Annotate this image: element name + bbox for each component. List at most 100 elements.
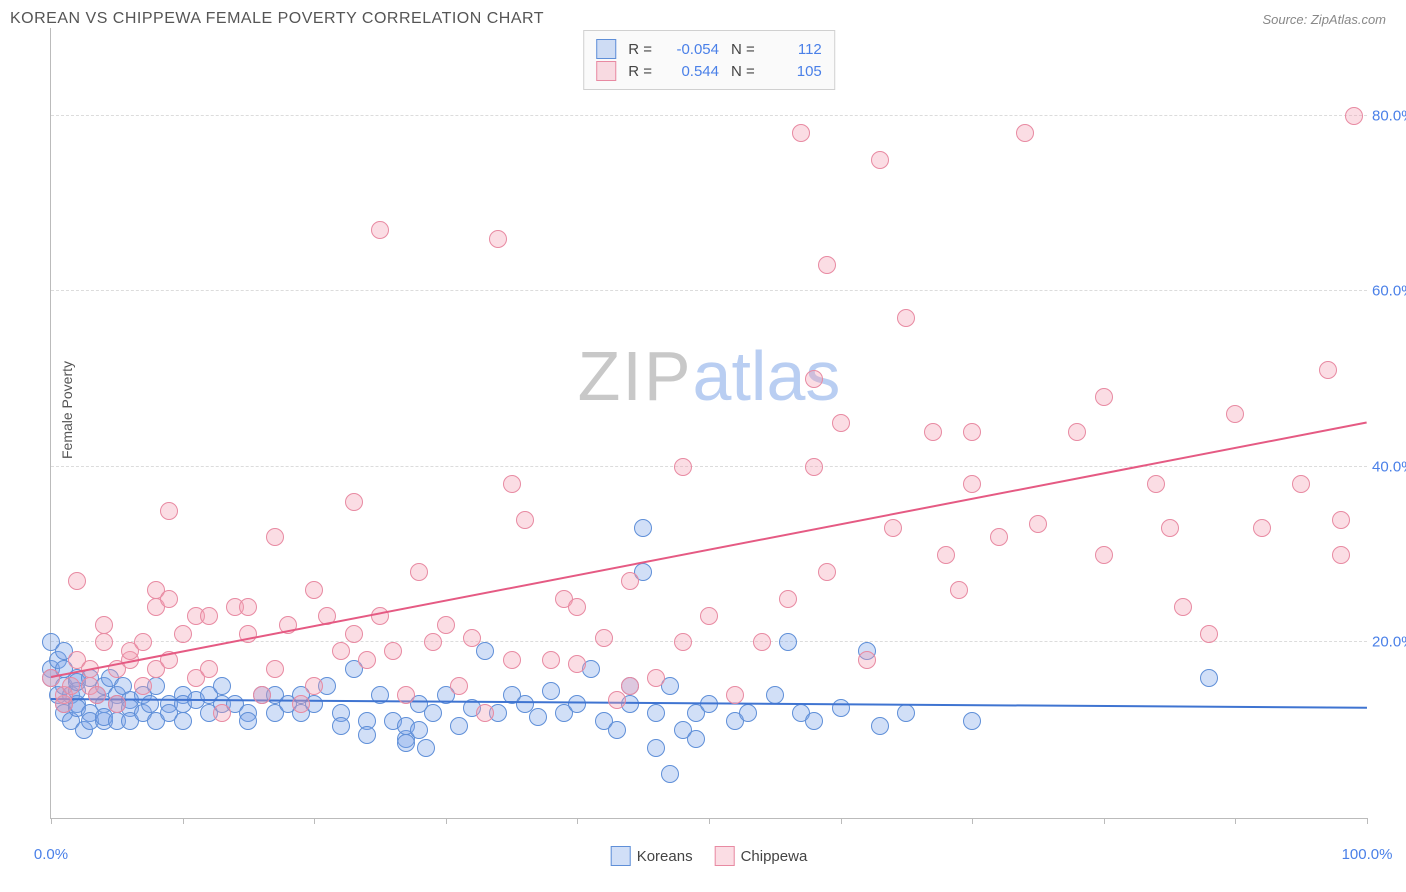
data-point	[634, 519, 652, 537]
data-point	[1332, 511, 1350, 529]
data-point	[1016, 124, 1034, 142]
data-point	[213, 704, 231, 722]
data-point	[174, 625, 192, 643]
data-point	[160, 502, 178, 520]
legend-item-koreans: Koreans	[611, 846, 693, 866]
x-tick	[314, 818, 315, 824]
data-point	[950, 581, 968, 599]
data-point	[516, 511, 534, 529]
data-point	[884, 519, 902, 537]
data-point	[358, 651, 376, 669]
data-point	[753, 633, 771, 651]
data-point	[1174, 598, 1192, 616]
gridline	[51, 290, 1367, 291]
y-tick-label: 20.0%	[1372, 634, 1406, 651]
data-point	[674, 458, 692, 476]
data-point	[1200, 669, 1218, 687]
x-tick	[972, 818, 973, 824]
scatter-chart: ZIPatlas R = -0.054 N = 112 R = 0.544 N …	[50, 28, 1367, 819]
data-point	[766, 686, 784, 704]
y-tick-label: 60.0%	[1372, 283, 1406, 300]
data-point	[858, 651, 876, 669]
data-point	[647, 669, 665, 687]
trend-line	[51, 421, 1367, 678]
x-tick	[709, 818, 710, 824]
data-point	[253, 686, 271, 704]
data-point	[332, 642, 350, 660]
data-point	[1332, 546, 1350, 564]
data-point	[200, 607, 218, 625]
data-point	[608, 721, 626, 739]
data-point	[818, 563, 836, 581]
x-tick	[1367, 818, 1368, 824]
data-point	[871, 717, 889, 735]
legend-label-koreans: Koreans	[637, 848, 693, 865]
data-point	[345, 493, 363, 511]
data-point	[897, 309, 915, 327]
data-point	[88, 686, 106, 704]
legend-row-koreans: R = -0.054 N = 112	[596, 39, 822, 59]
data-point	[410, 721, 428, 739]
data-point	[647, 739, 665, 757]
data-point	[305, 581, 323, 599]
data-point	[818, 256, 836, 274]
source-label: Source: ZipAtlas.com	[1262, 12, 1386, 27]
data-point	[1029, 515, 1047, 533]
swatch-chippewa-icon	[715, 846, 735, 866]
data-point	[1161, 519, 1179, 537]
data-point	[608, 691, 626, 709]
x-tick-label: 0.0%	[34, 846, 68, 863]
data-point	[266, 660, 284, 678]
data-point	[345, 625, 363, 643]
data-point	[1095, 546, 1113, 564]
correlation-legend: R = -0.054 N = 112 R = 0.544 N = 105	[583, 30, 835, 90]
data-point	[95, 633, 113, 651]
data-point	[437, 616, 455, 634]
data-point	[832, 699, 850, 717]
swatch-chippewa	[596, 61, 616, 81]
data-point	[476, 704, 494, 722]
data-point	[621, 677, 639, 695]
data-point	[792, 124, 810, 142]
data-point	[108, 695, 126, 713]
data-point	[397, 734, 415, 752]
data-point	[489, 230, 507, 248]
data-point	[674, 633, 692, 651]
chart-title: KOREAN VS CHIPPEWA FEMALE POVERTY CORREL…	[10, 10, 544, 28]
data-point	[1147, 475, 1165, 493]
gridline	[51, 466, 1367, 467]
data-point	[397, 686, 415, 704]
data-point	[417, 739, 435, 757]
data-point	[213, 677, 231, 695]
data-point	[963, 712, 981, 730]
data-point	[568, 598, 586, 616]
x-tick	[841, 818, 842, 824]
y-tick-label: 40.0%	[1372, 458, 1406, 475]
data-point	[805, 370, 823, 388]
data-point	[542, 682, 560, 700]
data-point	[1345, 107, 1363, 125]
data-point	[463, 629, 481, 647]
data-point	[529, 708, 547, 726]
data-point	[595, 629, 613, 647]
data-point	[239, 598, 257, 616]
data-point	[1068, 423, 1086, 441]
data-point	[68, 572, 86, 590]
data-point	[805, 458, 823, 476]
data-point	[239, 712, 257, 730]
data-point	[924, 423, 942, 441]
legend-item-chippewa: Chippewa	[715, 846, 808, 866]
data-point	[1253, 519, 1271, 537]
data-point	[990, 528, 1008, 546]
data-point	[1226, 405, 1244, 423]
data-point	[621, 572, 639, 590]
data-point	[779, 590, 797, 608]
data-point	[266, 528, 284, 546]
legend-label-chippewa: Chippewa	[741, 848, 808, 865]
data-point	[739, 704, 757, 722]
data-point	[963, 475, 981, 493]
data-point	[95, 616, 113, 634]
data-point	[1319, 361, 1337, 379]
x-tick	[183, 818, 184, 824]
data-point	[805, 712, 823, 730]
